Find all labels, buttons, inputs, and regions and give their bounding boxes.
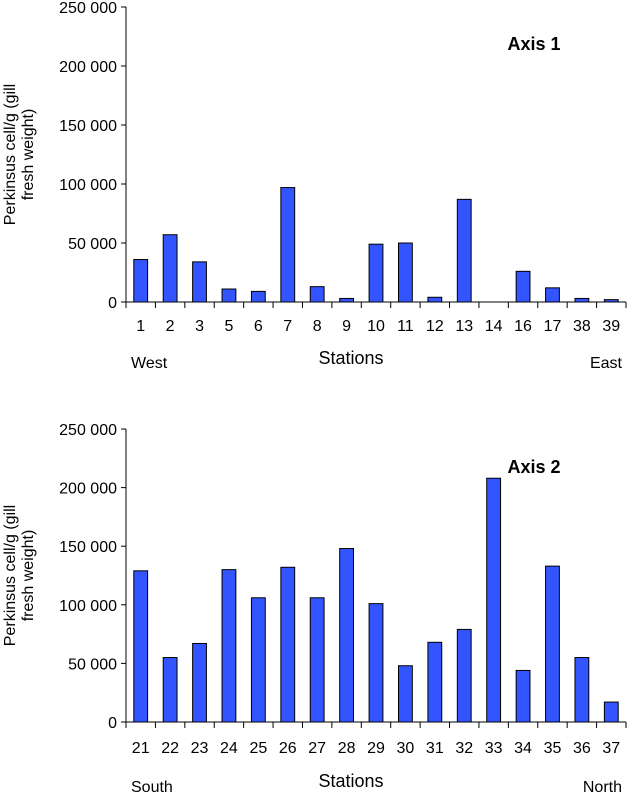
x-tick-label: 10 [367, 318, 385, 335]
bar-station-16 [515, 270, 531, 303]
x-tick-label: 5 [224, 318, 233, 335]
bar-chart-2: 0 50 000 100 000 150 000 200 000 250 000 21 22 2… [2, 422, 627, 793]
x-tick-label: 31 [426, 740, 444, 757]
x-tick-label: 2 [166, 318, 175, 335]
x-tick-label: 34 [514, 740, 532, 757]
y-tick-label: 0 [108, 715, 117, 732]
x-tick-label: 13 [455, 318, 473, 335]
bar-station-1 [133, 259, 149, 303]
bar-station-28 [339, 548, 355, 723]
x-tick-label: 9 [342, 318, 351, 335]
x-tick-label: 6 [254, 318, 263, 335]
y-tick-label: 200 000 [59, 481, 117, 498]
bar-station-36 [574, 657, 590, 723]
x-tick-label: 39 [602, 318, 620, 335]
y-axis-title-line: fresh weight) [20, 530, 37, 622]
direction-label-left: West [131, 355, 168, 372]
x-tick-label: 8 [313, 318, 322, 335]
bar-station-13 [456, 198, 472, 303]
x-tick-label: 28 [338, 740, 356, 757]
bar-station-39 [603, 299, 619, 303]
y-tick-label: 100 000 [59, 598, 117, 615]
y-tick-label: 50 000 [68, 656, 117, 673]
bar-station-37 [603, 701, 619, 723]
bar-station-22 [162, 657, 178, 723]
x-tick-label: 14 [485, 318, 503, 335]
bar-station-35 [545, 565, 560, 723]
x-tick-label: 35 [544, 740, 562, 757]
bar-station-11 [398, 242, 413, 303]
x-tick-label: 25 [249, 740, 267, 757]
x-tick-label: 17 [544, 318, 562, 335]
bar-station-24 [221, 569, 237, 723]
bar-station-3 [192, 261, 207, 303]
chart-title: Axis 1 [507, 34, 560, 54]
x-tick-label: 37 [602, 740, 620, 757]
x-tick-label: 33 [485, 740, 503, 757]
bar-station-17 [545, 287, 560, 303]
bar-station-30 [398, 665, 413, 723]
bar-station-8 [309, 286, 325, 303]
y-tick-label: 250 000 [59, 422, 117, 439]
direction-label-right: North [583, 779, 622, 793]
x-tick-label: 16 [514, 318, 532, 335]
x-tick-label: 22 [161, 740, 179, 757]
bar-station-27 [309, 597, 325, 723]
x-tick-label: 36 [573, 740, 591, 757]
y-tick-label: 0 [108, 295, 117, 312]
y-tick-label: 200 000 [59, 59, 117, 76]
x-tick-label: 38 [573, 318, 591, 335]
y-axis-title: Perkinsus cell/g (gillfresh weight) [2, 84, 37, 225]
bar-station-34 [515, 669, 531, 723]
x-axis-title: Stations [318, 771, 383, 791]
x-tick-label: 21 [132, 740, 150, 757]
bar-station-25 [250, 597, 266, 723]
bar-station-29 [368, 603, 384, 723]
x-tick-label: 12 [426, 318, 444, 335]
y-tick-label: 50 000 [68, 236, 117, 253]
bar-station-31 [427, 641, 443, 723]
y-axis-title: Perkinsus cell/g (gillfresh weight) [2, 505, 37, 646]
y-axis-title-line: fresh weight) [20, 109, 37, 201]
x-tick-label: 32 [455, 740, 473, 757]
x-axis-title: Stations [318, 348, 383, 368]
x-tick-label: 30 [397, 740, 415, 757]
bar-station-10 [368, 243, 384, 303]
direction-label-right: East [590, 355, 623, 372]
bar-station-2 [162, 234, 178, 303]
bar-station-6 [250, 290, 266, 303]
y-axis-title-line: Perkinsus cell/g (gill [2, 84, 19, 225]
bar-station-38 [574, 297, 590, 303]
x-tick-label: 27 [308, 740, 326, 757]
bar-station-23 [192, 642, 207, 723]
bar-station-32 [456, 628, 472, 723]
y-tick-label: 150 000 [59, 118, 117, 135]
x-tick-label: 24 [220, 740, 238, 757]
bar-station-9 [339, 297, 355, 303]
bar-station-33 [486, 477, 502, 723]
y-axis-title-line: Perkinsus cell/g (gill [2, 505, 19, 646]
x-tick-label: 26 [279, 740, 297, 757]
x-tick-label: 7 [283, 318, 292, 335]
x-tick-label: 1 [136, 318, 145, 335]
x-tick-label: 29 [367, 740, 385, 757]
bar-station-26 [280, 566, 296, 723]
y-tick-label: 250 000 [59, 0, 117, 17]
y-tick-label: 100 000 [59, 177, 117, 194]
chart-title: Axis 2 [507, 457, 560, 477]
x-tick-label: 3 [195, 318, 204, 335]
bar-station-7 [280, 187, 296, 303]
direction-label-left: South [131, 779, 173, 793]
x-tick-label: 11 [397, 318, 414, 335]
bar-station-12 [427, 296, 443, 303]
bar-station-5 [221, 288, 237, 303]
x-tick-label: 23 [191, 740, 209, 757]
y-tick-label: 150 000 [59, 539, 117, 556]
bar-station-21 [133, 570, 149, 723]
